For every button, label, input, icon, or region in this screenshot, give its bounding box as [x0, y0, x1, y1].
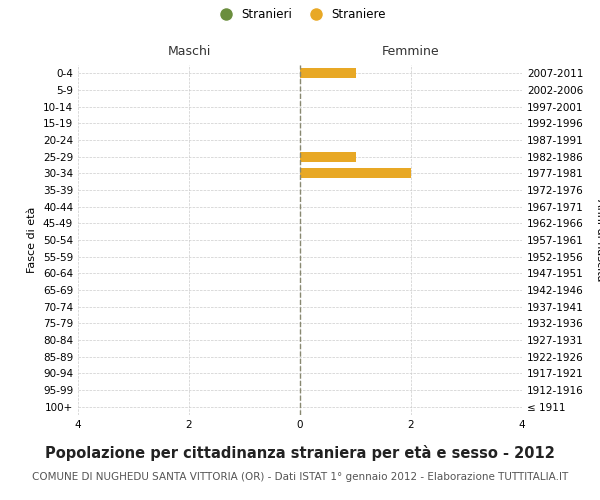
- Bar: [300, 152, 356, 162]
- Bar: [300, 168, 411, 178]
- Y-axis label: Fasce di età: Fasce di età: [28, 207, 37, 273]
- Text: COMUNE DI NUGHEDU SANTA VITTORIA (OR) - Dati ISTAT 1° gennaio 2012 - Elaborazion: COMUNE DI NUGHEDU SANTA VITTORIA (OR) - …: [32, 472, 568, 482]
- Bar: [300, 68, 356, 78]
- Text: Femmine: Femmine: [382, 45, 440, 58]
- Y-axis label: Anni di nascita: Anni di nascita: [595, 198, 600, 281]
- Legend: Stranieri, Straniere: Stranieri, Straniere: [212, 6, 388, 24]
- Text: Maschi: Maschi: [167, 45, 211, 58]
- Text: Popolazione per cittadinanza straniera per età e sesso - 2012: Popolazione per cittadinanza straniera p…: [45, 445, 555, 461]
